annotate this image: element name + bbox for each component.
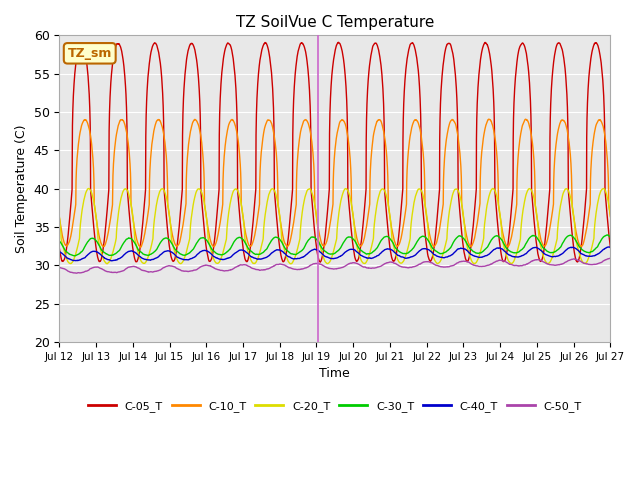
C-30_T [584, 250, 591, 255]
C-20_T [489, 186, 497, 192]
C-50_T [316, 261, 324, 267]
C-30_T [458, 234, 466, 240]
C-05_T [316, 259, 324, 265]
Line: C-50_T: C-50_T [60, 258, 611, 273]
C-20_T [607, 213, 614, 219]
C-40_T [458, 246, 466, 252]
C-10_T [474, 217, 481, 223]
C-50_T [607, 255, 614, 261]
Line: C-40_T: C-40_T [60, 247, 611, 261]
Line: C-05_T: C-05_T [60, 42, 611, 262]
C-20_T [584, 258, 591, 264]
C-20_T [56, 213, 63, 219]
C-30_T [604, 232, 611, 238]
C-50_T [607, 255, 614, 261]
C-40_T [584, 253, 591, 259]
C-50_T [243, 262, 250, 268]
C-30_T [71, 253, 79, 259]
C-05_T [243, 259, 250, 264]
C-40_T [607, 244, 614, 250]
C-40_T [108, 258, 115, 264]
C-40_T [474, 254, 481, 260]
C-20_T [103, 261, 111, 267]
C-05_T [577, 248, 584, 253]
Line: C-20_T: C-20_T [60, 189, 611, 264]
C-40_T [56, 249, 63, 255]
C-20_T [474, 257, 481, 263]
C-05_T [458, 236, 466, 241]
C-40_T [243, 250, 250, 255]
C-50_T [584, 261, 591, 267]
C-30_T [577, 245, 584, 251]
C-20_T [243, 243, 250, 249]
Y-axis label: Soil Temperature (C): Soil Temperature (C) [15, 124, 28, 253]
C-10_T [243, 235, 250, 241]
C-20_T [316, 243, 324, 249]
C-40_T [605, 244, 613, 250]
C-30_T [56, 238, 63, 244]
C-10_T [458, 205, 466, 211]
C-05_T [474, 87, 482, 93]
C-05_T [607, 245, 614, 251]
Title: TZ SoilVue C Temperature: TZ SoilVue C Temperature [236, 15, 434, 30]
C-50_T [56, 264, 63, 270]
C-50_T [474, 263, 481, 269]
C-10_T [484, 116, 492, 122]
C-40_T [577, 250, 584, 256]
Line: C-10_T: C-10_T [60, 119, 611, 247]
C-20_T [577, 254, 584, 260]
Line: C-30_T: C-30_T [60, 235, 611, 256]
C-50_T [577, 258, 584, 264]
Legend: C-05_T, C-10_T, C-20_T, C-30_T, C-40_T, C-50_T: C-05_T, C-10_T, C-20_T, C-30_T, C-40_T, … [84, 397, 586, 417]
Text: TZ_sm: TZ_sm [68, 47, 112, 60]
C-10_T [607, 214, 614, 220]
C-20_T [458, 204, 466, 210]
C-30_T [607, 234, 614, 240]
C-05_T [56, 245, 63, 251]
C-05_T [335, 39, 342, 45]
C-05_T [584, 102, 591, 108]
C-50_T [72, 270, 80, 276]
C-10_T [584, 221, 591, 227]
C-05_T [316, 259, 324, 265]
C-50_T [458, 259, 466, 264]
C-30_T [474, 251, 481, 256]
C-30_T [316, 242, 324, 248]
C-30_T [243, 242, 250, 248]
C-10_T [316, 235, 324, 241]
C-40_T [316, 249, 324, 255]
C-10_T [577, 243, 584, 249]
C-10_T [137, 244, 145, 250]
C-10_T [56, 214, 63, 220]
X-axis label: Time: Time [319, 367, 350, 380]
